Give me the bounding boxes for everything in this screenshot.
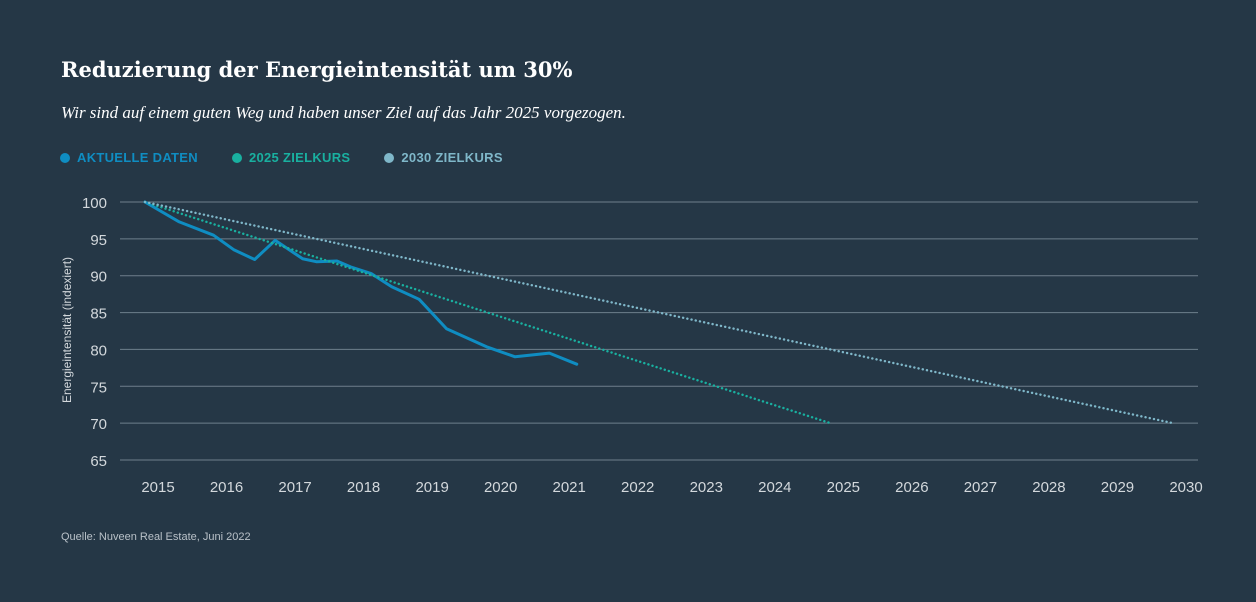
source-note: Quelle: Nuveen Real Estate, Juni 2022 xyxy=(61,531,251,543)
grid-lines xyxy=(120,201,1198,461)
series-line-2025-target xyxy=(143,200,832,425)
x-tick-label: 2020 xyxy=(484,479,517,496)
chart-subtitle: Wir sind auf einem guten Weg und haben u… xyxy=(61,103,626,122)
legend-dot-icon xyxy=(60,152,70,163)
series-line-2030-target xyxy=(143,200,1175,425)
legend-label: 2025 ZIELKURS xyxy=(248,150,351,165)
legend-label: 2030 ZIELKURS xyxy=(401,150,503,165)
x-tick-label: 2024 xyxy=(758,479,791,496)
y-tick-label: 95 xyxy=(90,232,107,249)
y-tick-label: 85 xyxy=(90,306,107,323)
legend-dot-icon xyxy=(231,152,242,163)
y-axis-ticks: 100 95 90 85 80 75 70 65 xyxy=(82,195,107,470)
legend: AKTUELLE DATEN 2025 ZIELKURS 2030 ZIELKU… xyxy=(60,150,537,165)
x-tick-label: 2015 xyxy=(141,479,174,496)
y-tick-label: 90 xyxy=(90,269,107,286)
x-tick-label: 2028 xyxy=(1032,479,1065,496)
x-tick-label: 2017 xyxy=(278,479,311,496)
x-tick-label: 2027 xyxy=(964,479,997,496)
x-tick-label: 2019 xyxy=(415,479,448,496)
y-tick-label: 100 xyxy=(82,195,107,212)
y-tick-label: 80 xyxy=(90,342,107,359)
x-tick-label: 2016 xyxy=(210,479,243,496)
legend-item-2025: 2025 ZIELKURS xyxy=(231,150,351,165)
legend-label: AKTUELLE DATEN xyxy=(77,150,198,165)
y-tick-label: 70 xyxy=(90,416,107,433)
series-line-actual xyxy=(143,200,579,366)
x-axis-ticks: 2015 2016 2017 2018 2019 2020 2021 2022 2023 2024… xyxy=(141,479,1202,496)
x-tick-label: 2021 xyxy=(553,479,586,496)
legend-item-actual: AKTUELLE DATEN xyxy=(60,150,198,165)
y-tick-label: 75 xyxy=(90,379,107,396)
x-tick-label: 2026 xyxy=(895,479,928,496)
x-tick-label: 2022 xyxy=(621,479,654,496)
x-tick-label: 2030 xyxy=(1169,479,1202,496)
legend-dot-icon xyxy=(384,152,395,163)
x-tick-label: 2029 xyxy=(1101,479,1134,496)
y-tick-label: 65 xyxy=(90,453,107,470)
chart-title: Reduzierung der Energieintensität um 30% xyxy=(61,57,573,82)
x-tick-label: 2025 xyxy=(827,479,860,496)
y-axis-label: Energieintensität (indexiert) xyxy=(60,257,74,403)
x-tick-label: 2023 xyxy=(690,479,723,496)
legend-item-2030: 2030 ZIELKURS xyxy=(384,150,503,165)
x-tick-label: 2018 xyxy=(347,479,380,496)
series-lines xyxy=(143,200,1175,425)
